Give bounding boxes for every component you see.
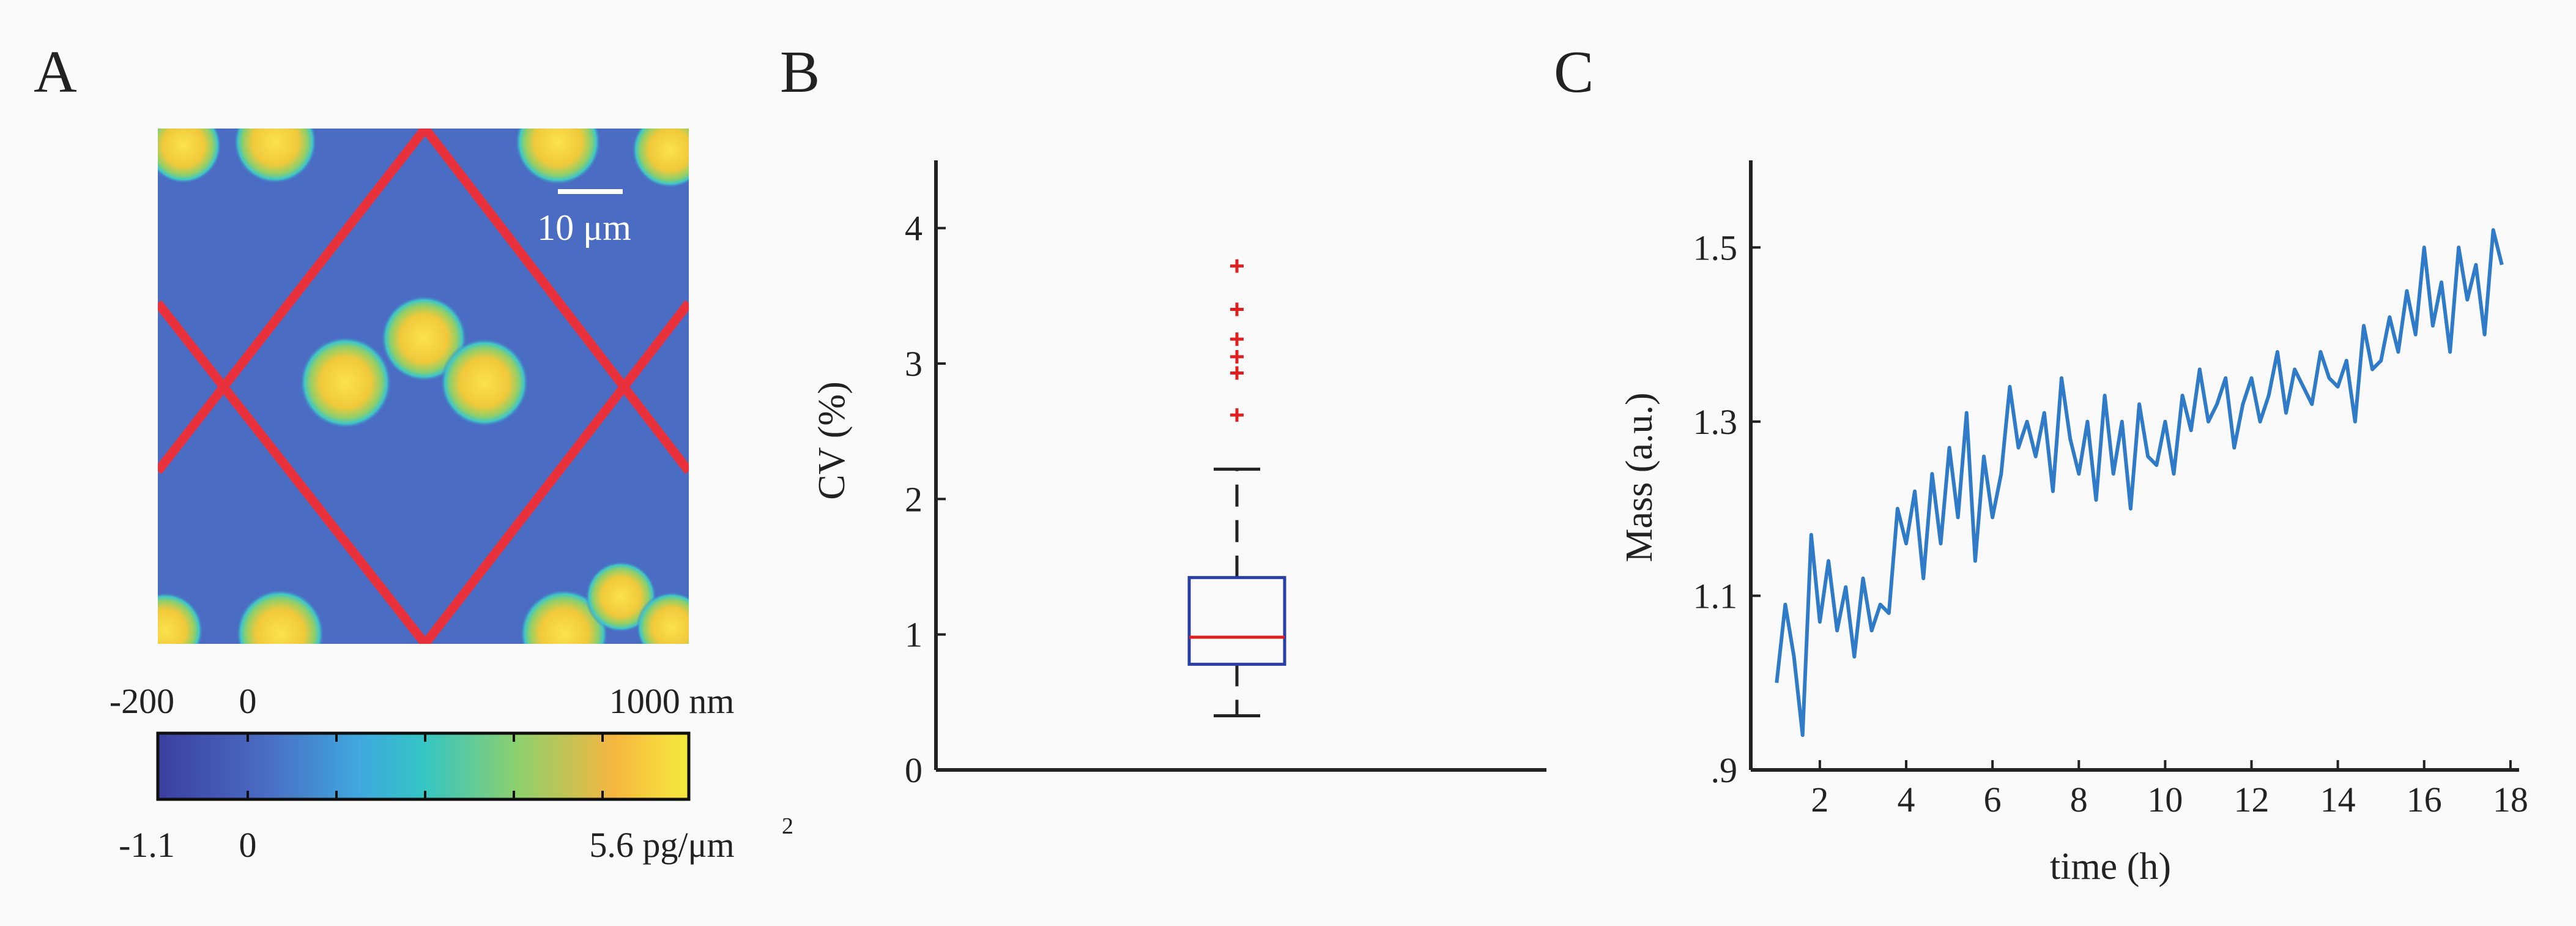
y-axis-label: Mass (a.u.) — [1619, 392, 1660, 562]
line-plot: .9 1.1 1.3 1.5 2 4 6 8 10 12 14 16 18 time (h) Mass (a… — [1619, 160, 2528, 887]
colorbar-ticks — [247, 733, 604, 799]
image-background — [158, 129, 689, 644]
cell-blob — [381, 296, 467, 381]
y-tick-label: 1.1 — [1693, 576, 1738, 616]
colorbar-gradient — [156, 731, 691, 801]
y-tick-label: .9 — [1711, 750, 1738, 790]
y-tick-label: 3 — [905, 344, 922, 384]
outlier-marker — [1230, 259, 1244, 273]
cell-blob — [632, 129, 689, 188]
y-tick-label: 0 — [905, 750, 922, 790]
mass-unit-superscript: 2 — [782, 813, 793, 839]
cell-blob — [636, 592, 689, 644]
y-tick-label: 4 — [905, 209, 922, 248]
x-tick-label: 8 — [2070, 780, 2088, 820]
height-tick-max: 1000 nm — [609, 681, 735, 721]
y-tick-label: 1.3 — [1693, 402, 1738, 442]
cell-blob — [300, 337, 392, 428]
outlier-marker — [1230, 408, 1244, 422]
boxplot: 0 1 2 3 4 CV (%) — [811, 160, 1546, 790]
mass-series-line — [1775, 228, 2504, 737]
y-axis-label: CV (%) — [811, 381, 853, 499]
x-tick-label: 6 — [1984, 780, 2002, 820]
red-grid-lines — [158, 129, 689, 644]
y-tick-label: 1.5 — [1693, 228, 1738, 267]
qpi-image: 10 μm — [158, 129, 689, 644]
x-tick-label: 12 — [2234, 780, 2270, 820]
panel-c-label: C — [1554, 39, 1594, 105]
mass-tick-max: 5.6 pg/μm — [589, 825, 734, 865]
mass-tick-zero: 0 — [239, 825, 257, 865]
panel-a-label: A — [34, 39, 77, 105]
cell-blob — [158, 129, 221, 184]
scale-bar-label: 10 μm — [537, 207, 631, 248]
outlier-marker — [1230, 349, 1244, 364]
x-tick-label: 18 — [2493, 780, 2528, 820]
cell-blob — [158, 592, 203, 644]
x-tick-label: 4 — [1898, 780, 1915, 820]
x-tick-label: 10 — [2147, 780, 2183, 820]
x-axis-label: time (h) — [2050, 846, 2171, 887]
x-tick-label: 16 — [2407, 780, 2442, 820]
panel-b-label: B — [780, 39, 820, 105]
cell-blob — [236, 589, 324, 644]
height-tick-min: -200 — [109, 681, 174, 721]
cell-blob — [440, 338, 529, 427]
outlier-marker — [1230, 332, 1244, 346]
mass-tick-min: -1.1 — [119, 825, 175, 865]
outlier-marker — [1230, 302, 1244, 316]
colorbar: -200 0 1000 nm -1.1 0 5.6 pg/μm 2 — [109, 681, 793, 865]
cell-blob — [234, 129, 317, 184]
cell-blob — [515, 129, 601, 185]
x-tick-label: 14 — [2320, 780, 2356, 820]
y-tick-label: 2 — [905, 479, 922, 519]
x-tick-label: 2 — [1811, 780, 1828, 820]
height-tick-zero: 0 — [239, 681, 257, 721]
y-tick-label: 1 — [905, 615, 922, 655]
outlier-marker — [1230, 366, 1244, 380]
iqr-box — [1187, 576, 1286, 666]
